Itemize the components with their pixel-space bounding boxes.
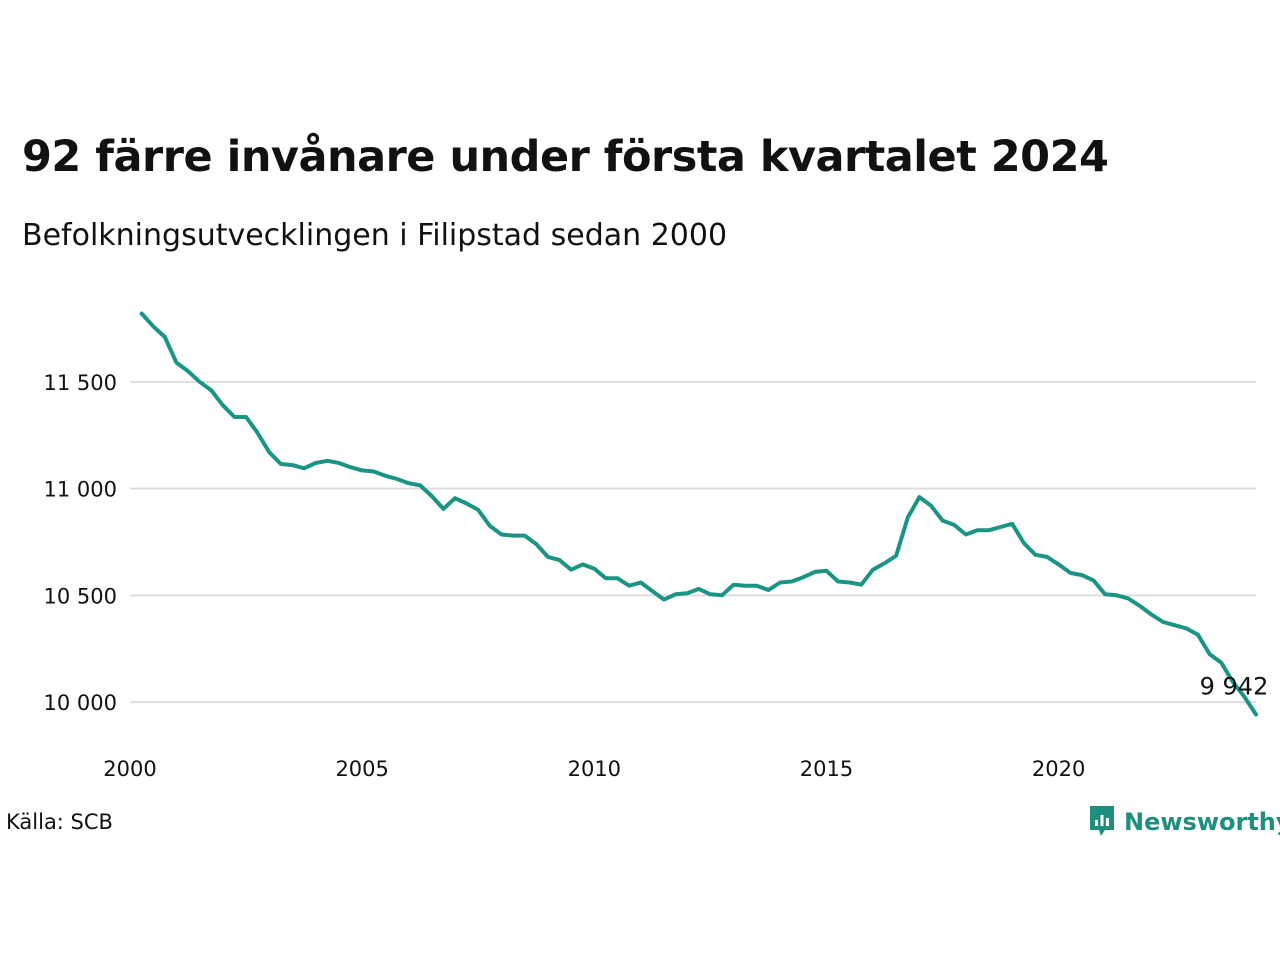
y-tick-label: 10 500 <box>44 584 117 608</box>
x-tick-label: 2015 <box>800 757 853 781</box>
gridlines <box>130 380 1256 704</box>
y-tick-label: 11 500 <box>44 371 117 395</box>
brand-name: Newsworthy <box>1124 808 1280 836</box>
x-tick-label: 2010 <box>568 757 621 781</box>
x-tick-label: 2020 <box>1032 757 1085 781</box>
x-tick-label: 2000 <box>103 757 156 781</box>
chart-subtitle: Befolkningsutvecklingen i Filipstad seda… <box>22 218 728 253</box>
chart-title: 92 färre invånare under första kvartalet… <box>22 132 1109 182</box>
x-axis-tick-labels: 2000 2005 2010 2015 2020 <box>103 757 1085 781</box>
newsworthy-icon <box>1090 806 1114 836</box>
y-tick-label: 10 000 <box>44 691 117 715</box>
y-axis-tick-labels: 10 000 10 500 11 000 11 500 <box>44 371 117 715</box>
x-tick-label: 2005 <box>335 757 388 781</box>
end-value-label: 9 942 <box>1200 672 1269 700</box>
population-line <box>139 311 1258 717</box>
y-tick-label: 11 000 <box>44 478 117 502</box>
source-note: Källa: SCB <box>6 810 113 834</box>
brand-logo: Newsworthy <box>1088 804 1280 840</box>
